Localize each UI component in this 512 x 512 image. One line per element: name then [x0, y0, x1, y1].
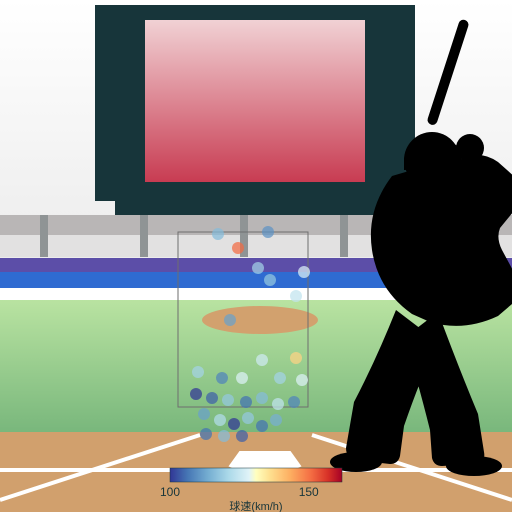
pitch-marker	[290, 352, 302, 364]
pitch-marker	[206, 392, 218, 404]
colorbar	[170, 468, 342, 482]
mound	[202, 306, 318, 334]
pitch-marker	[232, 242, 244, 254]
pitch-marker	[228, 418, 240, 430]
pitch-marker	[264, 274, 276, 286]
pitch-marker	[212, 228, 224, 240]
pitch-marker	[270, 414, 282, 426]
pitch-marker	[288, 396, 300, 408]
chart-svg: 100 150 球速(km/h)	[0, 0, 512, 512]
pitch-marker	[192, 366, 204, 378]
pitch-marker	[262, 226, 274, 238]
pitch-marker	[256, 420, 268, 432]
scoreboard-screen	[145, 20, 365, 182]
pitch-marker	[236, 372, 248, 384]
pitch-marker	[218, 430, 230, 442]
pitch-marker	[200, 428, 212, 440]
pitch-marker	[222, 394, 234, 406]
pitch-marker	[236, 430, 248, 442]
aisle	[40, 215, 48, 257]
pitch-marker	[272, 398, 284, 410]
pitch-marker	[190, 388, 202, 400]
colorbar-label: 球速(km/h)	[229, 499, 282, 512]
pitch-marker	[240, 396, 252, 408]
aisle	[140, 215, 148, 257]
pitch-marker	[256, 354, 268, 366]
scoreboard-ledge	[115, 201, 395, 215]
pitch-marker	[298, 266, 310, 278]
pitch-marker	[242, 412, 254, 424]
pitch-location-chart: 100 150 球速(km/h)	[0, 0, 512, 512]
pitch-marker	[216, 372, 228, 384]
pitch-marker	[256, 392, 268, 404]
pitch-marker	[290, 290, 302, 302]
batter-hands	[456, 134, 484, 162]
pitch-marker	[224, 314, 236, 326]
colorbar-tick: 150	[299, 485, 319, 499]
pitch-marker	[214, 414, 226, 426]
pitch-marker	[198, 408, 210, 420]
pitch-marker	[252, 262, 264, 274]
batter-shoe	[446, 456, 502, 476]
pitch-marker	[296, 374, 308, 386]
aisle	[340, 215, 348, 257]
colorbar-tick: 100	[160, 485, 180, 499]
pitch-marker	[274, 372, 286, 384]
